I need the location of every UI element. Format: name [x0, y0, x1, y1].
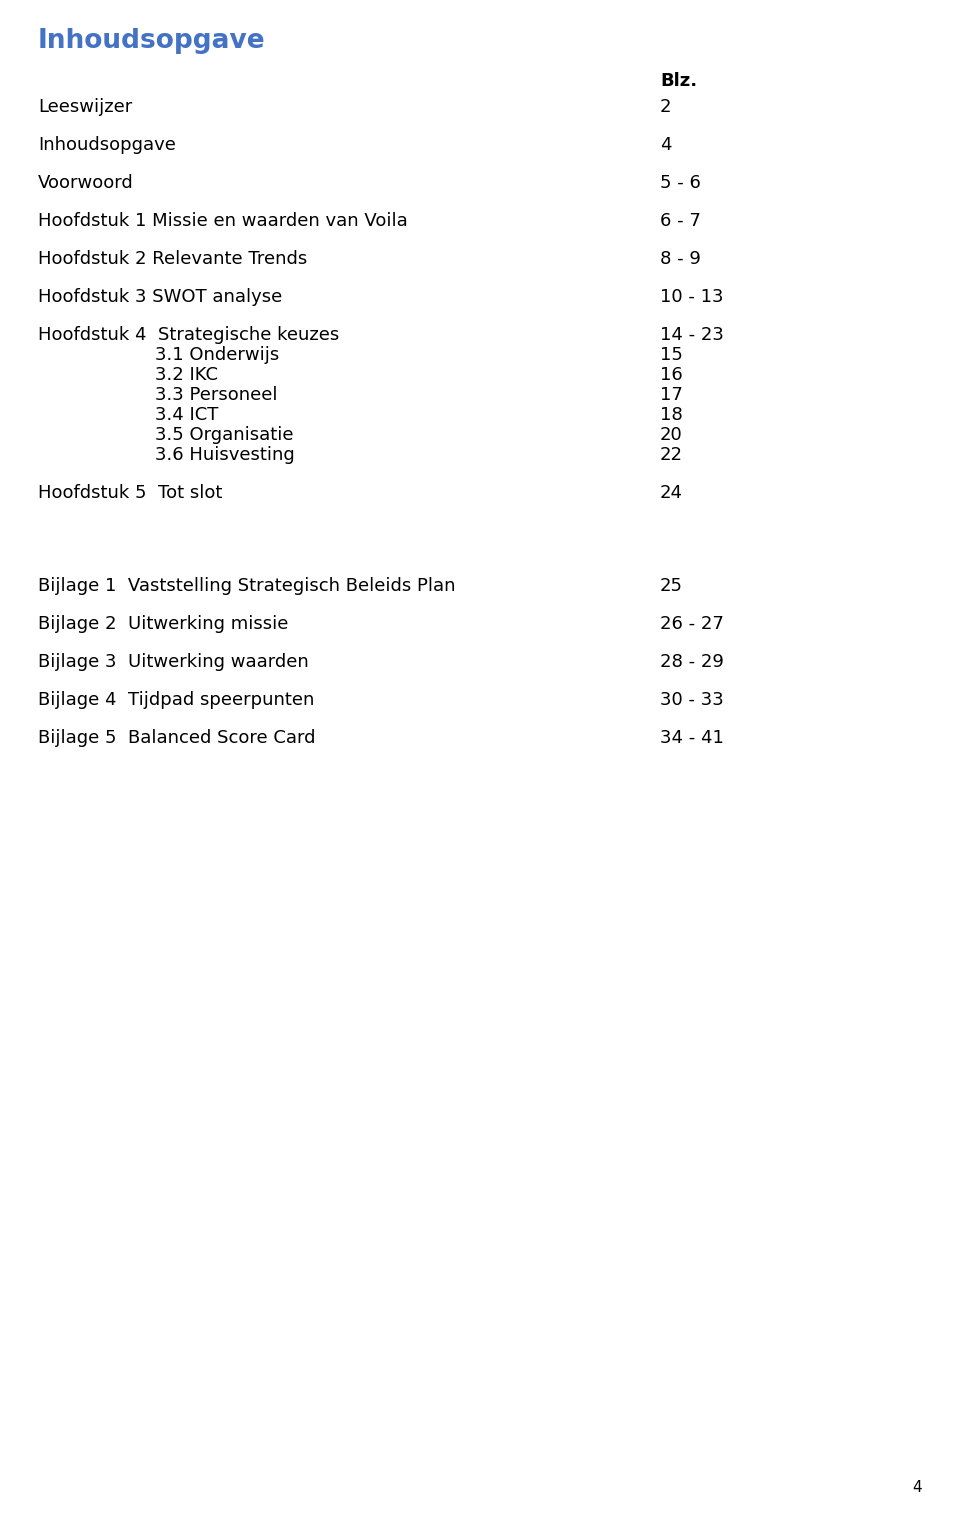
Text: Hoofdstuk 4  Strategische keuzes: Hoofdstuk 4 Strategische keuzes [38, 326, 339, 344]
Text: 28 - 29: 28 - 29 [660, 653, 724, 671]
Text: Hoofdstuk 2 Relevante Trends: Hoofdstuk 2 Relevante Trends [38, 250, 307, 268]
Text: 16: 16 [660, 367, 683, 383]
Text: 4: 4 [912, 1480, 922, 1495]
Text: Leeswijzer: Leeswijzer [38, 98, 132, 117]
Text: 25: 25 [660, 577, 683, 595]
Text: 3.3 Personeel: 3.3 Personeel [155, 386, 277, 405]
Text: Blz.: Blz. [660, 73, 697, 89]
Text: 3.6 Huisvesting: 3.6 Huisvesting [155, 445, 295, 464]
Text: Hoofdstuk 5  Tot slot: Hoofdstuk 5 Tot slot [38, 483, 223, 501]
Text: 26 - 27: 26 - 27 [660, 615, 724, 633]
Text: Bijlage 3  Uitwerking waarden: Bijlage 3 Uitwerking waarden [38, 653, 309, 671]
Text: 8 - 9: 8 - 9 [660, 250, 701, 268]
Text: 20: 20 [660, 426, 683, 444]
Text: 6 - 7: 6 - 7 [660, 212, 701, 230]
Text: 5 - 6: 5 - 6 [660, 174, 701, 192]
Text: 18: 18 [660, 406, 683, 424]
Text: Hoofdstuk 1 Missie en waarden van Voila: Hoofdstuk 1 Missie en waarden van Voila [38, 212, 408, 230]
Text: 3.1 Onderwijs: 3.1 Onderwijs [155, 345, 279, 364]
Text: 2: 2 [660, 98, 671, 117]
Text: 17: 17 [660, 386, 683, 405]
Text: Inhoudsopgave: Inhoudsopgave [38, 27, 266, 55]
Text: 4: 4 [660, 136, 671, 155]
Text: 3.2 IKC: 3.2 IKC [155, 367, 218, 383]
Text: 30 - 33: 30 - 33 [660, 691, 724, 709]
Text: 3.4 ICT: 3.4 ICT [155, 406, 218, 424]
Text: Voorwoord: Voorwoord [38, 174, 133, 192]
Text: 24: 24 [660, 483, 683, 501]
Text: Bijlage 2  Uitwerking missie: Bijlage 2 Uitwerking missie [38, 615, 288, 633]
Text: 14 - 23: 14 - 23 [660, 326, 724, 344]
Text: 22: 22 [660, 445, 683, 464]
Text: 3.5 Organisatie: 3.5 Organisatie [155, 426, 294, 444]
Text: 34 - 41: 34 - 41 [660, 729, 724, 747]
Text: Bijlage 4  Tijdpad speerpunten: Bijlage 4 Tijdpad speerpunten [38, 691, 314, 709]
Text: Bijlage 1  Vaststelling Strategisch Beleids Plan: Bijlage 1 Vaststelling Strategisch Belei… [38, 577, 455, 595]
Text: Inhoudsopgave: Inhoudsopgave [38, 136, 176, 155]
Text: Hoofdstuk 3 SWOT analyse: Hoofdstuk 3 SWOT analyse [38, 288, 282, 306]
Text: 10 - 13: 10 - 13 [660, 288, 724, 306]
Text: 15: 15 [660, 345, 683, 364]
Text: Bijlage 5  Balanced Score Card: Bijlage 5 Balanced Score Card [38, 729, 316, 747]
